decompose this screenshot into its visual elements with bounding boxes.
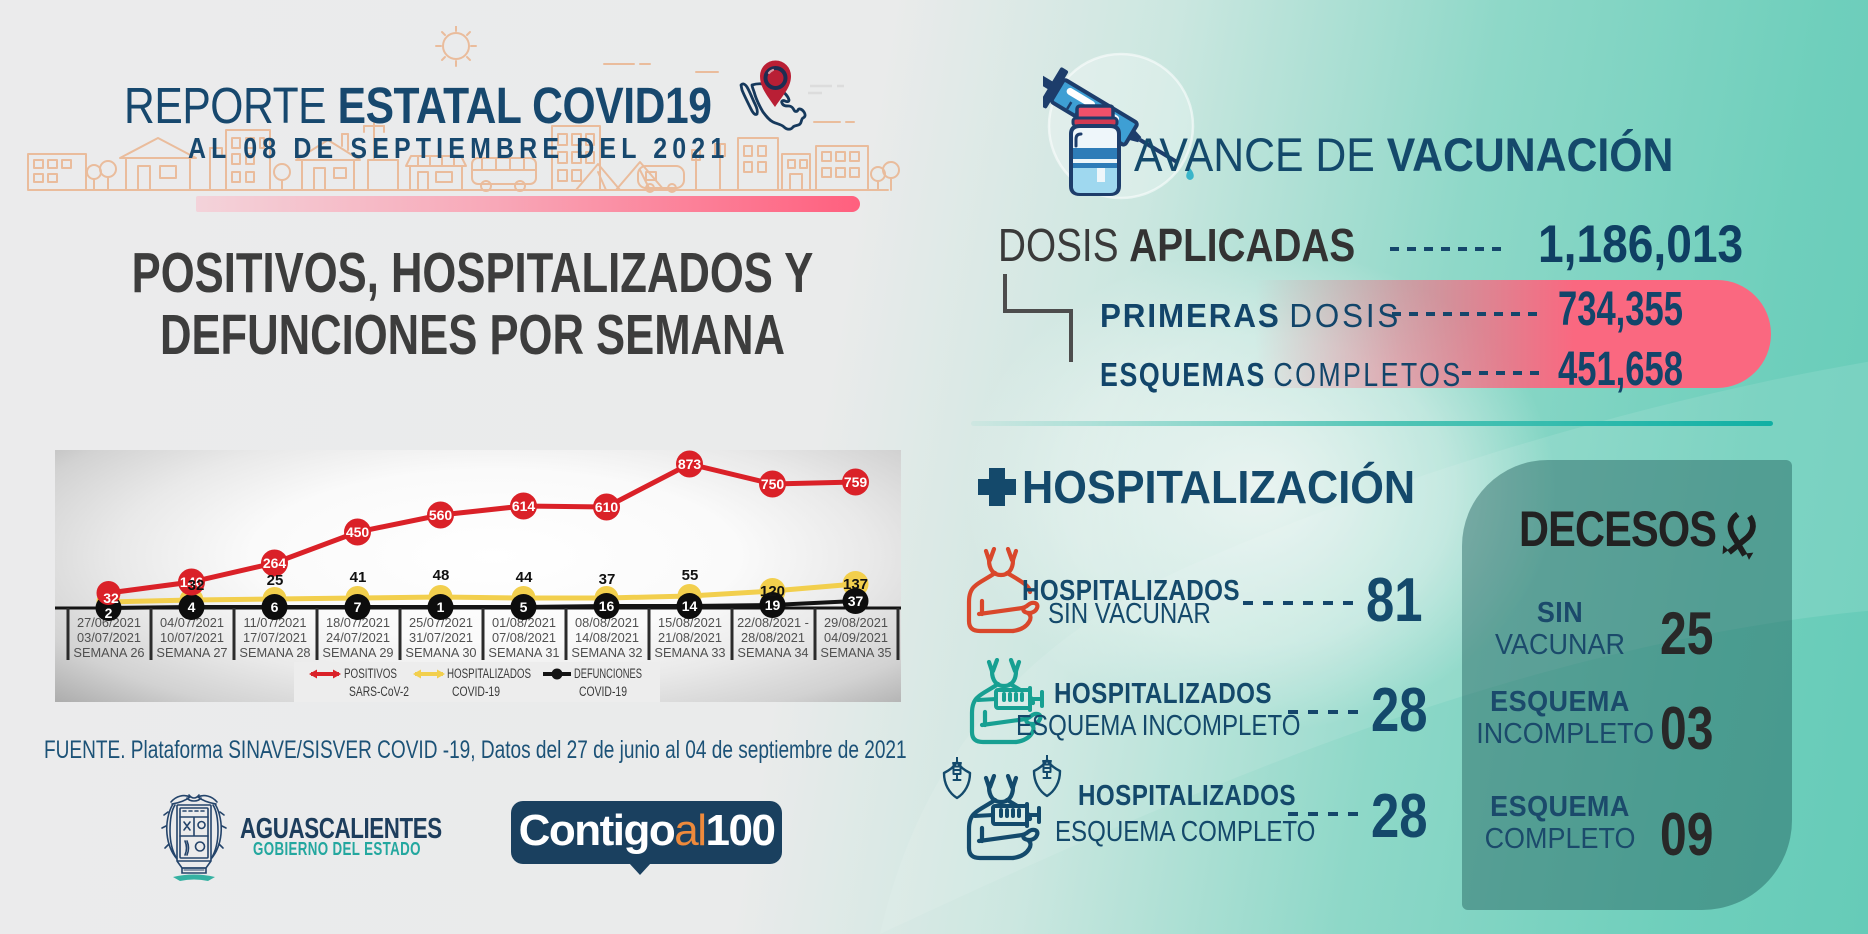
svg-text:SARS-CoV-2: SARS-CoV-2 — [349, 684, 409, 699]
svg-text:08/08/2021: 08/08/2021 — [575, 615, 639, 630]
svg-text:750: 750 — [761, 476, 785, 492]
svg-text:29/08/2021: 29/08/2021 — [824, 615, 888, 630]
svg-text:25: 25 — [267, 572, 284, 589]
svg-text:24/07/2021: 24/07/2021 — [326, 630, 390, 645]
svg-text:SEMANA 33: SEMANA 33 — [654, 645, 725, 660]
svg-text:04/07/2021: 04/07/2021 — [160, 615, 224, 630]
svg-text:37: 37 — [848, 593, 864, 609]
svg-text:01/08/2021: 01/08/2021 — [492, 615, 556, 630]
svg-text:55: 55 — [682, 567, 699, 584]
svg-text:11/07/2021: 11/07/2021 — [243, 615, 306, 630]
svg-text:15/08/2021: 15/08/2021 — [658, 615, 722, 630]
svg-text:37: 37 — [599, 571, 616, 588]
svg-text:44: 44 — [516, 569, 533, 586]
svg-text:SEMANA 35: SEMANA 35 — [820, 645, 891, 660]
svg-text:873: 873 — [678, 456, 702, 472]
svg-text:146: 146 — [180, 574, 204, 590]
svg-text:560: 560 — [429, 507, 453, 523]
svg-text:137: 137 — [843, 576, 868, 593]
svg-text:41: 41 — [350, 569, 367, 586]
svg-text:27/06/2021: 27/06/2021 — [77, 615, 141, 630]
svg-text:7: 7 — [354, 599, 362, 615]
svg-text:POSITIVOS: POSITIVOS — [344, 666, 397, 681]
svg-text:614: 614 — [512, 498, 536, 514]
svg-text:SEMANA 27: SEMANA 27 — [156, 645, 227, 660]
svg-text:1: 1 — [437, 599, 445, 615]
svg-text:SEMANA 30: SEMANA 30 — [405, 645, 476, 660]
svg-text:22/08/2021 -: 22/08/2021 - — [737, 615, 809, 630]
svg-text:759: 759 — [844, 474, 868, 490]
svg-text:14/08/2021: 14/08/2021 — [575, 630, 639, 645]
svg-text:610: 610 — [595, 499, 619, 515]
svg-text:COVID-19: COVID-19 — [452, 684, 500, 699]
svg-text:03/07/2021: 03/07/2021 — [77, 630, 141, 645]
svg-text:HOSPITALIZADOS: HOSPITALIZADOS — [447, 666, 531, 681]
svg-text:14: 14 — [682, 598, 698, 614]
svg-text:07/08/2021: 07/08/2021 — [492, 630, 556, 645]
svg-text:25/07/2021: 25/07/2021 — [409, 615, 473, 630]
svg-text:SEMANA 31: SEMANA 31 — [488, 645, 559, 660]
svg-text:5: 5 — [520, 599, 528, 615]
svg-text:SEMANA 32: SEMANA 32 — [571, 645, 642, 660]
svg-text:16: 16 — [599, 598, 615, 614]
svg-text:32: 32 — [188, 577, 205, 594]
svg-text:DEFUNCIONES: DEFUNCIONES — [574, 666, 642, 681]
svg-text:28/08/2021: 28/08/2021 — [741, 630, 805, 645]
svg-text:SEMANA 34: SEMANA 34 — [737, 645, 808, 660]
svg-text:264: 264 — [263, 555, 287, 571]
svg-text:18/07/2021: 18/07/2021 — [326, 615, 390, 630]
svg-text:48: 48 — [433, 567, 450, 584]
svg-text:19: 19 — [765, 597, 781, 613]
svg-text:4: 4 — [188, 599, 196, 615]
svg-text:SEMANA 29: SEMANA 29 — [322, 645, 393, 660]
svg-text:2: 2 — [105, 605, 113, 621]
svg-text:SEMANA 28: SEMANA 28 — [239, 645, 310, 660]
svg-text:COVID-19: COVID-19 — [579, 684, 627, 699]
svg-text:32: 32 — [103, 590, 119, 606]
svg-text:04/09/2021: 04/09/2021 — [824, 630, 888, 645]
svg-text:120: 120 — [760, 583, 785, 600]
svg-text:SEMANA 26: SEMANA 26 — [73, 645, 144, 660]
svg-text:6: 6 — [271, 599, 279, 615]
svg-text:31/07/2021: 31/07/2021 — [409, 630, 473, 645]
svg-text:17/07/2021: 17/07/2021 — [243, 630, 307, 645]
svg-text:21/08/2021: 21/08/2021 — [658, 630, 722, 645]
svg-text:10/07/2021: 10/07/2021 — [160, 630, 224, 645]
svg-text:450: 450 — [346, 524, 370, 540]
